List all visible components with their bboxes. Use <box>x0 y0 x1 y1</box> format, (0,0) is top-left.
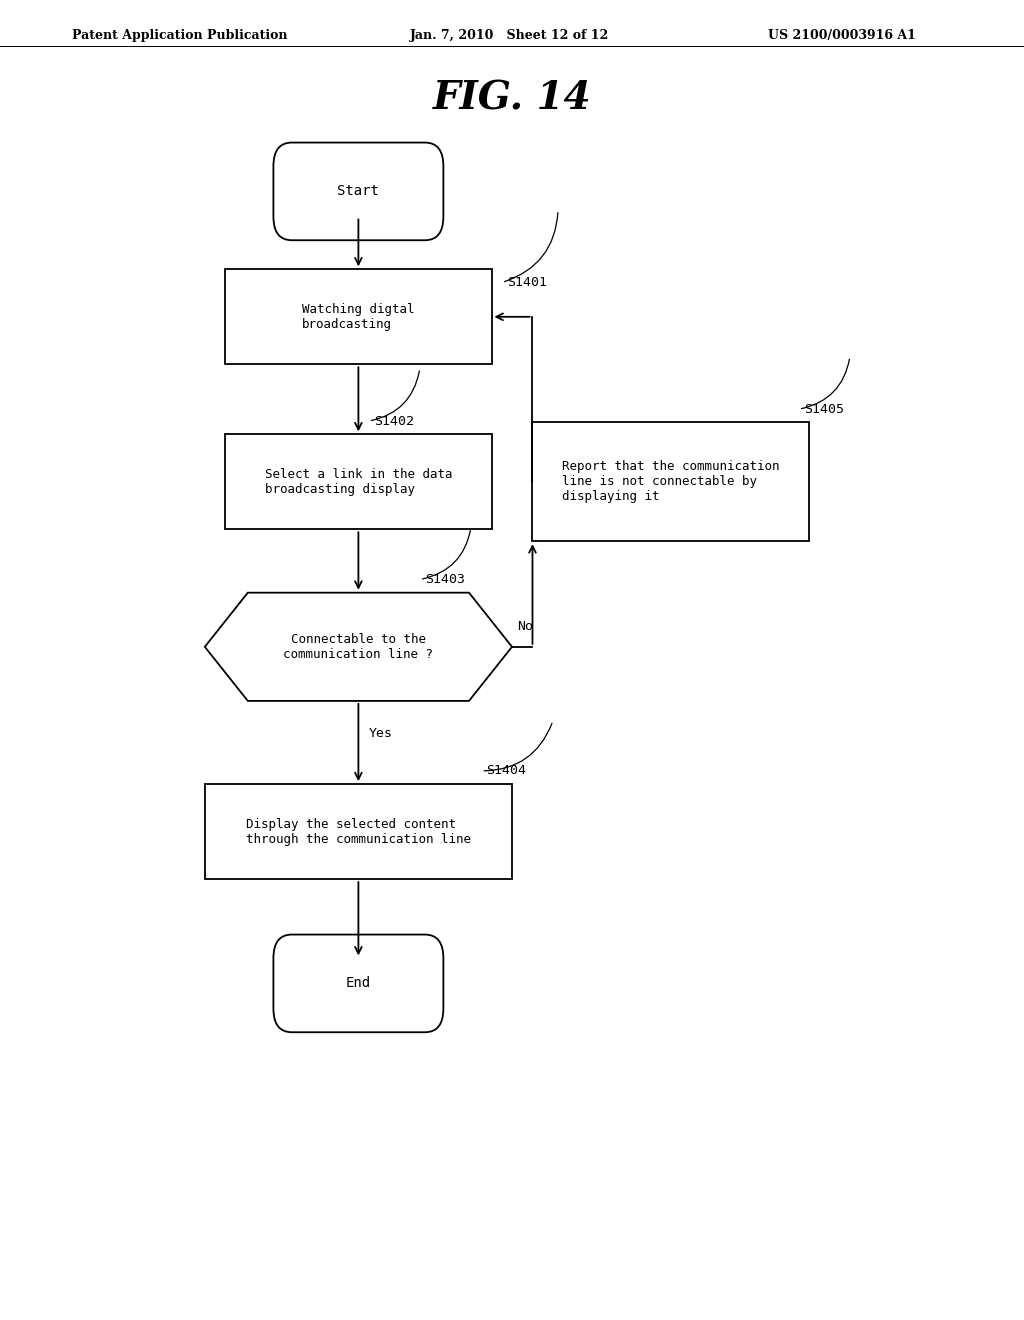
FancyBboxPatch shape <box>273 935 443 1032</box>
Text: Display the selected content
through the communication line: Display the selected content through the… <box>246 817 471 846</box>
Text: Select a link in the data
broadcasting display: Select a link in the data broadcasting d… <box>264 467 453 496</box>
Text: Watching digtal
broadcasting: Watching digtal broadcasting <box>302 302 415 331</box>
FancyBboxPatch shape <box>273 143 443 240</box>
Bar <box>225 269 492 364</box>
Text: S1402: S1402 <box>374 414 414 428</box>
Text: S1405: S1405 <box>804 403 844 416</box>
Bar <box>225 434 492 529</box>
Text: Start: Start <box>338 185 379 198</box>
Text: Yes: Yes <box>369 727 392 741</box>
Text: Patent Application Publication: Patent Application Publication <box>72 29 287 42</box>
Text: Connectable to the
communication line ?: Connectable to the communication line ? <box>284 632 433 661</box>
Text: US 2100/0003916 A1: US 2100/0003916 A1 <box>768 29 915 42</box>
Text: Report that the communication
line is not connectable by
displaying it: Report that the communication line is no… <box>562 461 779 503</box>
Text: No: No <box>517 620 534 634</box>
Polygon shape <box>205 593 512 701</box>
Text: Jan. 7, 2010   Sheet 12 of 12: Jan. 7, 2010 Sheet 12 of 12 <box>410 29 609 42</box>
Bar <box>205 784 512 879</box>
Text: S1401: S1401 <box>507 276 547 289</box>
Text: End: End <box>346 977 371 990</box>
Bar <box>532 422 809 541</box>
Text: S1404: S1404 <box>486 764 526 777</box>
Text: FIG. 14: FIG. 14 <box>433 81 591 117</box>
Text: S1403: S1403 <box>425 573 465 586</box>
